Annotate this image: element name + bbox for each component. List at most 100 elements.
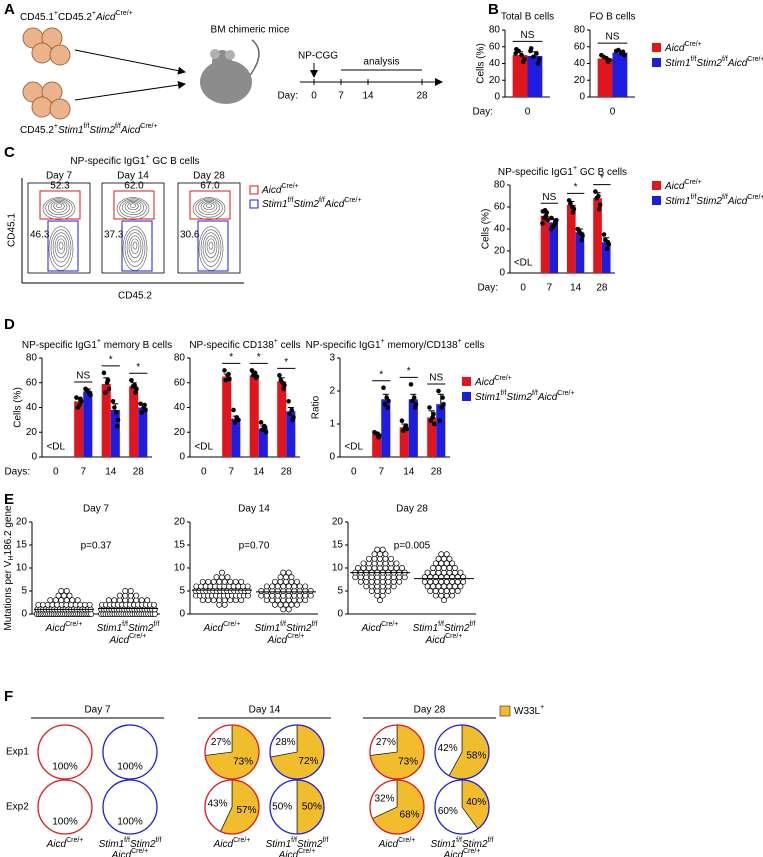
x-tick-label: Stim1f/fStim2f/f: [255, 621, 318, 634]
text-run: Cre/+: [747, 194, 763, 201]
data-point: [134, 386, 139, 392]
y-tick-label: 40: [26, 402, 38, 413]
x-tick-label: 0: [201, 467, 207, 478]
gate-value: 52.3: [50, 181, 70, 192]
data-point: [528, 48, 533, 54]
contour: [208, 241, 214, 250]
dot: [288, 574, 295, 581]
text-run: GC B cells: [150, 156, 200, 167]
legend-label: Stim1f/fStim2f/fAicdCre/+: [475, 390, 575, 403]
data-point: [101, 370, 107, 376]
data-point: [258, 420, 264, 425]
contour: [202, 232, 220, 263]
data-point: [143, 407, 148, 413]
panel-label: E: [4, 491, 14, 508]
y-tick-label: 20: [26, 427, 38, 438]
below-limit: <DL: [194, 442, 213, 453]
dot: [138, 597, 145, 604]
y-tick-label: 0: [31, 452, 37, 463]
text-run: f/f: [312, 621, 318, 628]
contour: [204, 235, 218, 259]
contour: [200, 229, 222, 267]
data-point: [106, 386, 112, 392]
pie-label: 43%: [207, 798, 227, 809]
pie-label: 73%: [233, 756, 253, 767]
text-run: Cre/+: [398, 837, 415, 844]
y-tick-label: 0: [494, 92, 500, 103]
y-tick-label: 80: [494, 180, 506, 191]
y-tick-label: 5: [21, 586, 27, 597]
x-tick-label: Stim1f/fStim2f/f: [97, 621, 160, 634]
y-tick-label: 0: [579, 92, 585, 103]
dot: [224, 574, 231, 581]
dot: [374, 546, 381, 553]
significance: *: [136, 362, 140, 373]
chart-title: NP-specific IgG1+ memory/CD138+ cells: [306, 338, 485, 351]
pie-outline: [37, 779, 93, 835]
dot: [244, 583, 251, 590]
pie-label: 42%: [438, 743, 458, 754]
data-point: [412, 405, 418, 410]
data-point: [520, 59, 526, 65]
dot: [58, 588, 65, 594]
text-run: f/f: [122, 621, 128, 628]
y-tick-label: 80: [489, 25, 501, 36]
text-run: Cre/+: [684, 179, 701, 186]
legend-label: AicdCre/+: [664, 179, 702, 192]
text-run: 186.2 gene: [3, 505, 14, 555]
data-point: [596, 206, 602, 212]
text-run: Aicd: [261, 185, 282, 196]
contour: [56, 203, 62, 208]
contour: [58, 241, 64, 250]
dot: [144, 597, 151, 604]
text-run: Stim1: [665, 58, 691, 69]
data-point: [382, 401, 388, 407]
data-point: [537, 57, 542, 62]
x-tick-label: 28: [596, 283, 608, 294]
panel-label: B: [488, 1, 499, 18]
panel-label: D: [4, 316, 15, 333]
contour: [130, 203, 136, 208]
dot: [446, 555, 453, 562]
y-tick-label: 10: [174, 563, 186, 574]
text-run: f/f: [124, 837, 130, 844]
contour: [198, 226, 224, 271]
contour: [50, 229, 72, 267]
pie-label: 27%: [211, 737, 231, 748]
pie-slice: [103, 725, 157, 779]
text-run: f/f: [154, 621, 160, 628]
text-run: f/f: [722, 194, 728, 201]
pie-label: 100%: [117, 761, 143, 772]
legend-label: AicdCre/+: [664, 41, 702, 54]
x-tick-label: AicdCre/+: [45, 621, 83, 634]
text-run: f/f: [115, 123, 121, 130]
data-point: [282, 382, 287, 388]
text-run: Stim2: [462, 839, 488, 850]
bar: [286, 411, 296, 457]
contour: [52, 232, 70, 263]
pie-outline: [102, 724, 158, 780]
dot: [63, 588, 70, 594]
text-run: Aicd: [45, 623, 66, 634]
text-run: f/f: [156, 837, 162, 844]
flow-day: Day 28: [193, 171, 225, 182]
dot: [199, 578, 206, 585]
text-run: f/f: [438, 621, 444, 628]
x-tick-label: 28: [431, 467, 443, 478]
bar: [222, 376, 232, 457]
contour: [132, 241, 138, 250]
data-point: [620, 49, 626, 55]
flow-frame: [27, 182, 91, 274]
dot: [285, 569, 292, 576]
bar: [138, 407, 148, 457]
bar: [381, 399, 391, 457]
text-run: Cre/+: [65, 621, 82, 628]
x-tick-label: AicdCre/+: [46, 837, 84, 850]
data-point: [103, 390, 108, 395]
text-run: Stim1: [58, 125, 84, 136]
text-run: Stim2: [286, 623, 312, 634]
dot: [122, 588, 129, 594]
y-tick-label: 20: [574, 75, 586, 86]
bar: [512, 55, 528, 97]
